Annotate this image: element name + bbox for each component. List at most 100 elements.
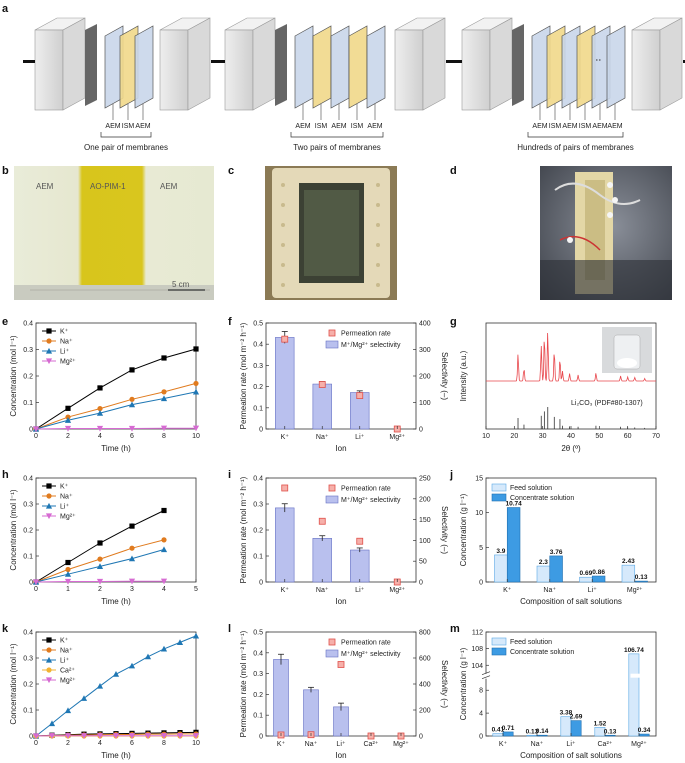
bar-feed — [594, 727, 606, 737]
legend-label: M⁺/Mg²⁺ selectivity — [341, 497, 401, 504]
xrd-measured-pattern — [486, 332, 656, 382]
end-plate-left — [461, 29, 491, 111]
data-point — [64, 425, 72, 432]
caption-bracket — [100, 132, 152, 138]
y-tick-label: 0.4 — [23, 476, 33, 483]
y2-tick-label: 0 — [419, 580, 423, 587]
y-tick-label: 0.3 — [23, 347, 33, 354]
category-label: K⁺ — [503, 587, 512, 594]
bar-value-label: 3.38 — [560, 710, 573, 717]
bar — [303, 689, 319, 737]
end-plate-right — [631, 29, 661, 111]
bar-feed — [621, 564, 636, 583]
selectivity-marker — [318, 517, 326, 525]
bar-value-label: 10.74 — [505, 501, 522, 508]
series-line-1 — [35, 382, 197, 430]
white-powder — [617, 358, 637, 368]
x-axis-label: Composition of salt solutions — [520, 751, 622, 760]
data-point — [128, 401, 136, 408]
chart-g: Intensity (a.u.) 2θ (º) 10 20 30 40 50 60 70 Li₂C… — [459, 322, 660, 453]
panel-label-b: b — [2, 165, 9, 177]
electrode-right — [683, 60, 685, 63]
y-axis-label: Concentration (mol l⁻¹) — [9, 489, 18, 570]
category-label: Na⁺ — [305, 741, 318, 748]
x-tick-label: 5 — [194, 586, 198, 593]
bar — [333, 706, 349, 737]
membrane-label: AEM — [562, 123, 577, 130]
data-point — [160, 546, 168, 553]
y-axis-label: Permeation rate (mol m⁻² h⁻¹) — [239, 322, 248, 429]
legend-marker — [45, 513, 53, 520]
selectivity-marker — [318, 381, 326, 388]
data-point — [128, 425, 136, 432]
legend-marker-selectivity — [328, 329, 336, 337]
stack-caption: Hundreds of pairs of membranes — [517, 143, 634, 152]
data-point — [129, 367, 135, 373]
bar — [350, 549, 370, 583]
membrane-aem — [294, 25, 314, 109]
membrane-aem — [330, 25, 350, 109]
panel-label-i: i — [228, 469, 231, 481]
data-point — [80, 695, 88, 701]
category-label: Ca²⁺ — [364, 741, 379, 748]
category-label: Li⁺ — [588, 587, 597, 594]
chart-i: 0 0.1 0.2 0.3 0.4 Permeation rate (mol m⁻² h⁻… — [239, 476, 449, 607]
category-label: K⁺ — [281, 434, 290, 441]
electrode-left — [213, 60, 225, 63]
x-tick-label: 20 — [510, 433, 518, 440]
bar-feed — [536, 565, 551, 583]
bar-value-label: 106.74 — [624, 647, 644, 654]
inner-plate — [85, 24, 97, 106]
legend-label: Li⁺ — [60, 349, 69, 356]
data-point — [32, 733, 40, 740]
x-tick-label: 4 — [98, 740, 102, 747]
bar-value-label: 0.14 — [536, 728, 549, 735]
end-plate-side — [659, 17, 683, 111]
chart-f: 0 0.1 0.2 0.3 0.4 0.5 Permeation rate (mol m⁻²… — [239, 321, 449, 454]
y-tick-label: 0.1 — [253, 405, 263, 412]
chart-l: 0 0.1 0.2 0.3 0.4 0.5 Permeation rate (mol m⁻²… — [239, 630, 449, 761]
legend-label: Na⁺ — [60, 648, 73, 655]
caption-bracket — [290, 132, 384, 138]
x-tick-label: 10 — [482, 433, 490, 440]
inner-plate — [275, 24, 287, 106]
data-point — [129, 545, 135, 551]
chart-j: 0 5 10 15 Concentration (g l⁻¹) Composition o… — [459, 476, 657, 606]
data-point — [64, 578, 72, 585]
bar — [275, 337, 295, 430]
x-tick-label: 40 — [567, 433, 575, 440]
x-tick-label: 70 — [652, 433, 660, 440]
y2-tick-label: 0 — [419, 427, 423, 434]
category-label: Li⁺ — [336, 741, 345, 748]
bar-value-label: 1.52 — [594, 720, 607, 727]
stack-1: AEM ISM AEM One pair of membranes — [23, 17, 223, 152]
data-point — [97, 540, 103, 546]
y-tick-label: 0 — [259, 734, 263, 741]
bar-value-label: 2.43 — [622, 558, 635, 565]
y-tick-label: 0 — [479, 734, 483, 741]
data-point — [64, 571, 72, 577]
x-axis-label: Composition of salt solutions — [520, 597, 622, 606]
y-tick-label: 0.4 — [253, 650, 263, 657]
x-tick-label: 8 — [162, 740, 166, 747]
y-tick-label: 104 — [471, 663, 483, 670]
caption-bracket — [527, 132, 624, 138]
legend-swatch — [491, 637, 507, 646]
x-tick-label: 2 — [98, 586, 102, 593]
y-axis-label: Concentration (g l⁻¹) — [459, 647, 468, 720]
x-tick-label: 10 — [192, 433, 200, 440]
data-point — [96, 563, 104, 569]
data-point — [144, 733, 152, 739]
legend-label: Mg²⁺ — [60, 678, 76, 685]
bar-concentrate — [506, 507, 521, 583]
legend-label: Mg²⁺ — [60, 514, 76, 521]
y-tick-label: 0 — [29, 734, 33, 741]
legend-marker-selectivity — [328, 638, 336, 646]
category-label: Ca²⁺ — [598, 741, 613, 748]
bar-value-label: 2.69 — [570, 714, 583, 721]
data-point — [128, 662, 136, 669]
bar-feed — [628, 653, 640, 737]
data-point — [129, 396, 135, 402]
y-tick-label: 0.3 — [253, 671, 263, 678]
y2-tick-label: 150 — [419, 517, 431, 524]
